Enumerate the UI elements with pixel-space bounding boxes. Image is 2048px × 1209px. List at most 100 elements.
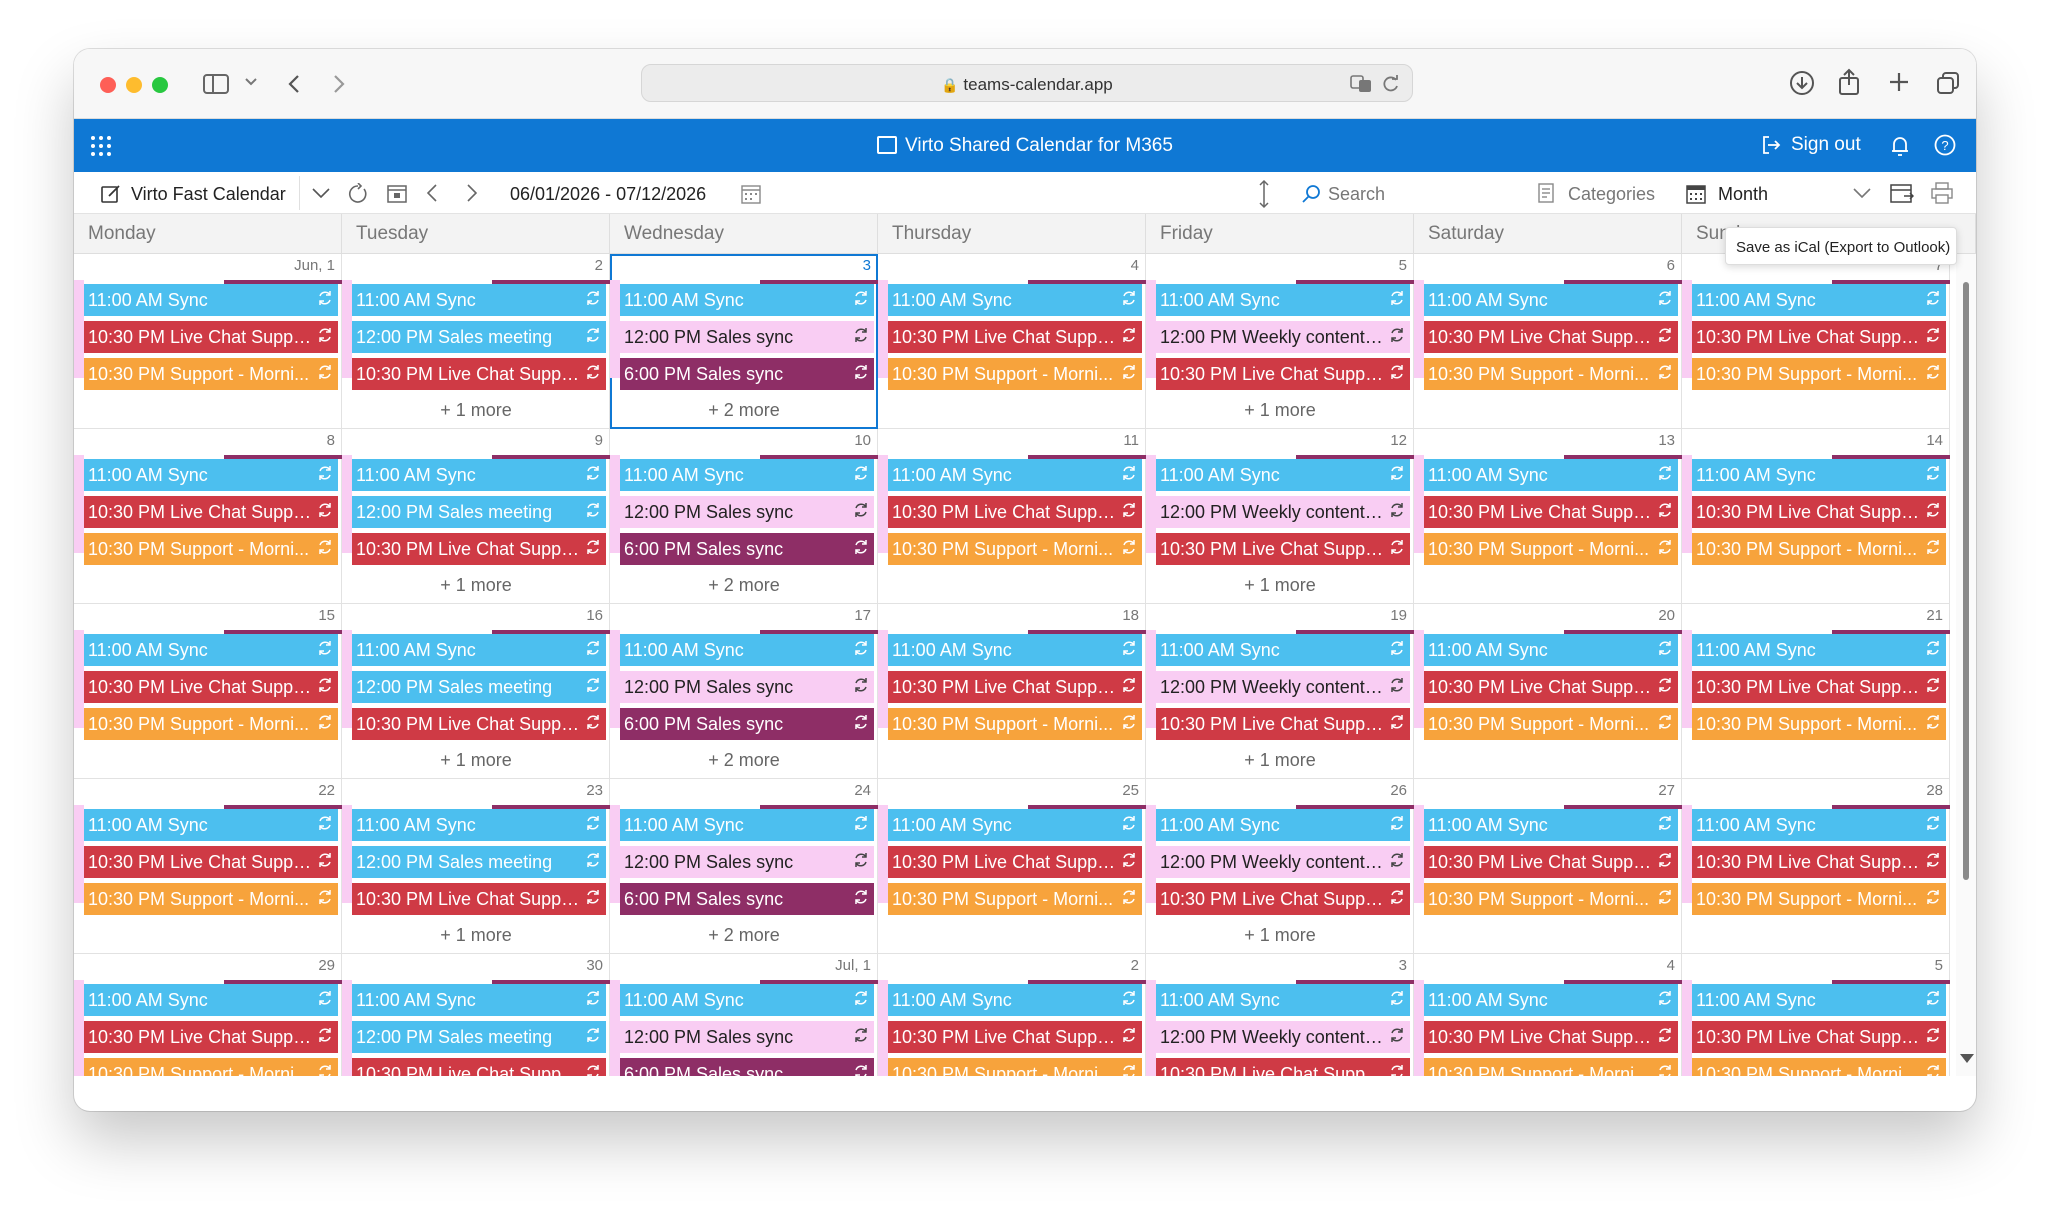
day-cell[interactable]: 4 11:00 AM Sync 10:30 PM Live Chat Suppo..…	[1414, 954, 1682, 1076]
multi-day-event-bar[interactable]	[760, 980, 878, 984]
day-cell[interactable]: 5 11:00 AM Sync 12:00 PM Weekly content ..…	[1146, 254, 1414, 429]
calendar-event[interactable]: 11:00 AM Sync	[1424, 459, 1678, 491]
sign-out-button[interactable]: Sign out	[1761, 134, 1861, 156]
day-cell[interactable]: 9 11:00 AM Sync 12:00 PM Sales meeting 10:3…	[342, 429, 610, 604]
more-events-link[interactable]: + 2 more	[708, 575, 780, 595]
calendar-event[interactable]: 10:30 PM Support - Morni...	[1424, 1058, 1678, 1076]
day-cell[interactable]: Jun, 1 11:00 AM Sync 10:30 PM Live Chat Su…	[74, 254, 342, 429]
calendar-event[interactable]: 10:30 PM Support - Morni...	[1692, 708, 1946, 740]
help-icon[interactable]: ?	[1933, 133, 1957, 157]
bell-icon[interactable]	[1889, 134, 1911, 158]
calendar-event[interactable]: 10:30 PM Live Chat Suppo...	[84, 1021, 338, 1053]
calendar-event[interactable]: 11:00 AM Sync	[620, 459, 874, 491]
calendar-event[interactable]: 10:30 PM Live Chat Suppo...	[352, 358, 606, 390]
calendar-event[interactable]: 12:00 PM Sales sync	[620, 1021, 874, 1053]
calendar-event[interactable]: 11:00 AM Sync	[1156, 984, 1410, 1016]
multi-day-event-bar[interactable]	[1028, 980, 1146, 984]
day-cell[interactable]: 22 11:00 AM Sync 10:30 PM Live Chat Suppo.…	[74, 779, 342, 954]
export-ical-icon[interactable]	[1890, 182, 1914, 204]
day-cell[interactable]: 15 11:00 AM Sync 10:30 PM Live Chat Suppo.…	[74, 604, 342, 779]
calendar-event[interactable]: 10:30 PM Live Chat Suppo...	[84, 496, 338, 528]
calendar-event[interactable]: 10:30 PM Support - Morni...	[1692, 533, 1946, 565]
calendar-event[interactable]: 10:30 PM Live Chat Suppo...	[1424, 671, 1678, 703]
calendar-event[interactable]: 10:30 PM Support - Morni...	[888, 358, 1142, 390]
row-height-icon[interactable]	[1257, 178, 1271, 210]
multi-day-event-bar[interactable]	[1296, 455, 1414, 459]
calendar-event[interactable]: 10:30 PM Live Chat Suppo...	[1156, 1058, 1410, 1076]
new-tab-icon[interactable]	[1886, 69, 1912, 95]
day-cell[interactable]: 4 11:00 AM Sync 10:30 PM Live Chat Suppo..…	[878, 254, 1146, 429]
calendar-event[interactable]: 11:00 AM Sync	[352, 459, 606, 491]
multi-day-event-bar[interactable]	[1028, 805, 1146, 809]
calendar-event[interactable]: 10:30 PM Live Chat Suppo...	[84, 671, 338, 703]
calendar-event[interactable]: 12:00 PM Sales meeting	[352, 321, 606, 353]
share-icon[interactable]	[1836, 67, 1862, 97]
multi-day-event-bar[interactable]	[224, 455, 342, 459]
calendar-event[interactable]: 12:00 PM Sales sync	[620, 671, 874, 703]
calendar-event[interactable]: 12:00 PM Weekly content ...	[1156, 846, 1410, 878]
multi-day-event-bar[interactable]	[760, 805, 878, 809]
more-events-link[interactable]: + 1 more	[440, 400, 512, 420]
calendar-event[interactable]: 10:30 PM Live Chat Suppo...	[1692, 846, 1946, 878]
calendar-event[interactable]: 11:00 AM Sync	[620, 809, 874, 841]
day-cell[interactable]: 5 11:00 AM Sync 10:30 PM Live Chat Suppo..…	[1682, 954, 1950, 1076]
more-events-link[interactable]: + 2 more	[708, 750, 780, 770]
calendar-event[interactable]: 6:00 PM Sales sync	[620, 883, 874, 915]
calendar-event[interactable]: 11:00 AM Sync	[1692, 634, 1946, 666]
calendar-event[interactable]: 10:30 PM Support - Morni...	[1692, 883, 1946, 915]
calendar-event[interactable]: 10:30 PM Support - Morni...	[1424, 358, 1678, 390]
day-cell[interactable]: 20 11:00 AM Sync 10:30 PM Live Chat Suppo.…	[1414, 604, 1682, 779]
address-bar[interactable]: 🔒 teams-calendar.app	[641, 64, 1413, 102]
calendar-event[interactable]: 11:00 AM Sync	[620, 984, 874, 1016]
next-icon[interactable]	[464, 182, 480, 204]
refresh-icon[interactable]	[346, 182, 370, 206]
calendar-event[interactable]: 10:30 PM Support - Morni...	[1424, 708, 1678, 740]
multi-day-event-bar[interactable]	[1564, 630, 1682, 634]
calendar-event[interactable]: 10:30 PM Live Chat Suppo...	[1692, 321, 1946, 353]
calendar-event[interactable]: 11:00 AM Sync	[1424, 984, 1678, 1016]
calendar-event[interactable]: 11:00 AM Sync	[1424, 284, 1678, 316]
calendar-event[interactable]: 10:30 PM Support - Morni...	[84, 533, 338, 565]
more-events-link[interactable]: + 1 more	[1244, 400, 1316, 420]
calendar-event[interactable]: 10:30 PM Support - Morni...	[888, 1058, 1142, 1076]
date-picker-icon[interactable]	[740, 183, 762, 205]
more-events-link[interactable]: + 1 more	[1244, 925, 1316, 945]
calendar-event[interactable]: 11:00 AM Sync	[1156, 284, 1410, 316]
calendar-event[interactable]: 12:00 PM Weekly content ...	[1156, 321, 1410, 353]
multi-day-event-bar[interactable]	[760, 630, 878, 634]
day-cell[interactable]: 19 11:00 AM Sync 12:00 PM Weekly content .…	[1146, 604, 1414, 779]
calendar-event[interactable]: 12:00 PM Weekly content ...	[1156, 1021, 1410, 1053]
multi-day-event-bar[interactable]	[1296, 630, 1414, 634]
calendar-event[interactable]: 10:30 PM Support - Morni...	[888, 883, 1142, 915]
calendar-event[interactable]: 12:00 PM Sales sync	[620, 846, 874, 878]
calendar-event[interactable]: 11:00 AM Sync	[1156, 459, 1410, 491]
multi-day-event-bar[interactable]	[760, 455, 878, 459]
multi-day-event-bar[interactable]	[492, 455, 610, 459]
calendar-event[interactable]: 12:00 PM Weekly content ...	[1156, 496, 1410, 528]
day-cell[interactable]: 2 11:00 AM Sync 10:30 PM Live Chat Suppo..…	[878, 954, 1146, 1076]
sidebar-toggle-icon[interactable]	[202, 71, 230, 97]
calendar-event[interactable]: 10:30 PM Live Chat Suppo...	[1692, 1021, 1946, 1053]
calendar-event[interactable]: 10:30 PM Support - Morni...	[84, 708, 338, 740]
multi-day-event-bar[interactable]	[760, 280, 878, 284]
calendar-event[interactable]: 11:00 AM Sync	[1692, 809, 1946, 841]
zoom-window-button[interactable]	[152, 77, 168, 93]
calendar-event[interactable]: 10:30 PM Support - Morni...	[888, 708, 1142, 740]
calendar-event[interactable]: 10:30 PM Live Chat Suppo...	[888, 1021, 1142, 1053]
calendar-event[interactable]: 10:30 PM Support - Morni...	[888, 533, 1142, 565]
calendar-event[interactable]: 11:00 AM Sync	[888, 634, 1142, 666]
calendar-event[interactable]: 10:30 PM Live Chat Suppo...	[1692, 671, 1946, 703]
calendar-event[interactable]: 11:00 AM Sync	[84, 459, 338, 491]
calendar-event[interactable]: 11:00 AM Sync	[84, 809, 338, 841]
close-window-button[interactable]	[100, 77, 116, 93]
calendar-event[interactable]: 10:30 PM Support - Morni...	[84, 358, 338, 390]
calendar-event[interactable]: 11:00 AM Sync	[84, 284, 338, 316]
day-cell[interactable]: 3 11:00 AM Sync 12:00 PM Weekly content ..…	[1146, 954, 1414, 1076]
day-cell[interactable]: 10 11:00 AM Sync 12:00 PM Sales sync 6:00 P…	[610, 429, 878, 604]
view-select[interactable]: Month	[1718, 184, 1769, 204]
calendar-event[interactable]: 10:30 PM Support - Morni...	[1424, 533, 1678, 565]
forward-icon[interactable]	[329, 71, 349, 97]
calendar-event[interactable]: 10:30 PM Live Chat Suppo...	[1156, 533, 1410, 565]
calendar-event[interactable]: 11:00 AM Sync	[1424, 634, 1678, 666]
multi-day-event-bar[interactable]	[224, 280, 342, 284]
